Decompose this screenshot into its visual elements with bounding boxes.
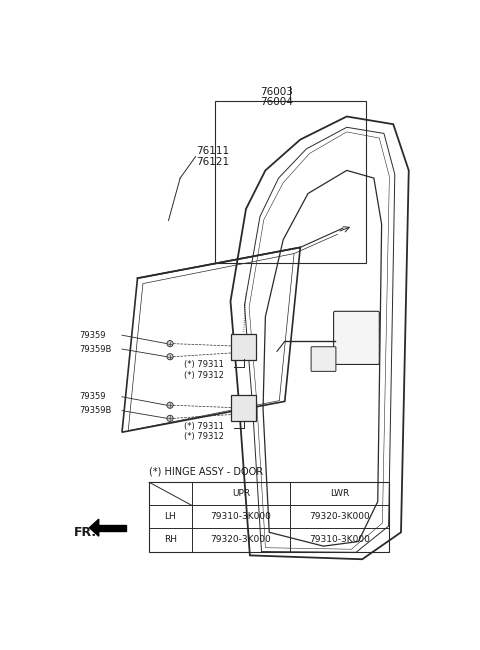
Text: LWR: LWR bbox=[330, 489, 349, 499]
Text: 76004: 76004 bbox=[261, 97, 293, 107]
Text: (*) 79312: (*) 79312 bbox=[184, 432, 224, 441]
Circle shape bbox=[167, 402, 173, 408]
FancyBboxPatch shape bbox=[231, 333, 256, 360]
Text: 79359B: 79359B bbox=[79, 344, 112, 354]
Text: UPR: UPR bbox=[232, 489, 250, 499]
Text: 76121: 76121 bbox=[196, 157, 229, 167]
Text: 79310-3K000: 79310-3K000 bbox=[309, 536, 370, 545]
Text: (*) 79312: (*) 79312 bbox=[184, 370, 224, 380]
Text: 79320-3K000: 79320-3K000 bbox=[310, 512, 370, 521]
Text: 79320-3K000: 79320-3K000 bbox=[211, 536, 271, 545]
Text: 79310-3K000: 79310-3K000 bbox=[211, 512, 271, 521]
Text: LH: LH bbox=[165, 512, 176, 521]
FancyBboxPatch shape bbox=[231, 395, 256, 421]
Circle shape bbox=[167, 415, 173, 421]
Circle shape bbox=[167, 354, 173, 360]
Text: RH: RH bbox=[164, 536, 177, 545]
Circle shape bbox=[167, 341, 173, 346]
Text: FR.: FR. bbox=[74, 526, 97, 539]
Text: (*) 79311: (*) 79311 bbox=[184, 360, 224, 369]
Text: 79359: 79359 bbox=[79, 331, 106, 340]
Text: 76003: 76003 bbox=[261, 87, 293, 97]
FancyBboxPatch shape bbox=[311, 346, 336, 371]
FancyBboxPatch shape bbox=[334, 311, 379, 365]
Text: (*) HINGE ASSY - DOOR: (*) HINGE ASSY - DOOR bbox=[149, 467, 263, 476]
Bar bbox=[215, 101, 366, 263]
Bar bbox=[149, 482, 389, 552]
Polygon shape bbox=[89, 519, 99, 536]
Polygon shape bbox=[99, 525, 126, 531]
Text: 79359: 79359 bbox=[79, 393, 106, 401]
Text: (*) 79311: (*) 79311 bbox=[184, 422, 224, 430]
Text: 76111: 76111 bbox=[196, 146, 229, 156]
Text: 79359B: 79359B bbox=[79, 406, 112, 415]
